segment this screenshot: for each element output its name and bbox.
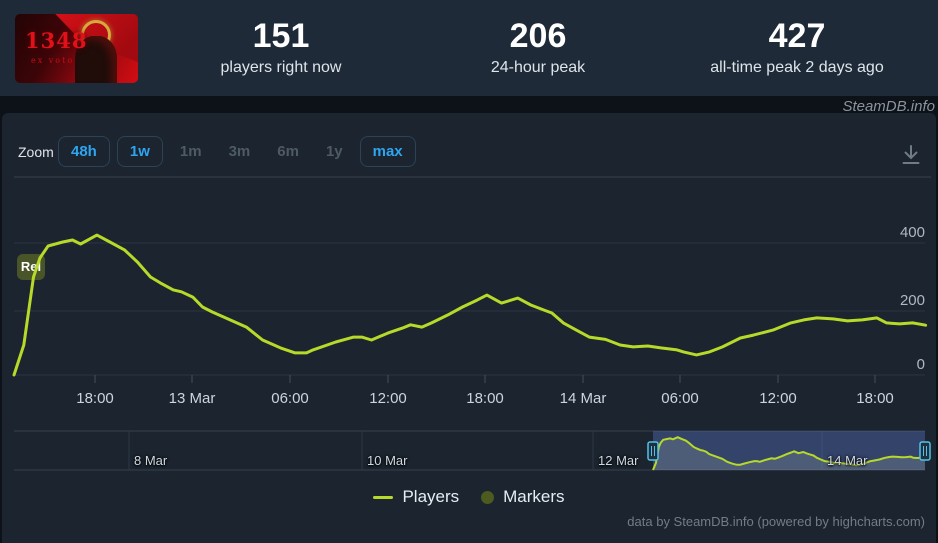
24h-peak-label: 24-hour peak <box>490 59 586 76</box>
24h-peak-value: 206 <box>509 17 567 55</box>
navigator-date-label: 14 Mar <box>827 453 868 468</box>
stat-current-players: 151 players right now <box>181 16 381 77</box>
navigator-date-label: 12 Mar <box>598 453 639 468</box>
steamdb-watermark: SteamDB.info <box>842 98 935 115</box>
zoom-button-6m: 6m <box>277 142 299 160</box>
navigator-right-handle[interactable] <box>919 441 931 461</box>
current-players-label: players right now <box>220 59 342 76</box>
zoom-button-1y: 1y <box>325 142 343 160</box>
y-axis-tick-label: 400 <box>899 224 925 241</box>
navigator-date-label: 8 Mar <box>134 453 168 468</box>
stat-24h-peak: 206 24-hour peak <box>438 16 638 77</box>
stat-alltime-peak: 427 all-time peak 2 days ago <box>667 16 927 77</box>
navigator-date-label: 10 Mar <box>367 453 408 468</box>
x-axis-tick-label: 12:00 <box>759 390 797 407</box>
x-axis-tick-label: 06:00 <box>661 390 699 407</box>
zoom-button-group: 48h 1w 1m 3m 6m 1y max <box>58 135 423 167</box>
alltime-peak-value: 427 <box>768 17 826 55</box>
zoom-label: Zoom <box>18 144 54 160</box>
zoom-button-48h[interactable]: 48h <box>58 135 110 167</box>
legend-markers-label: Markers <box>503 487 565 506</box>
zoom-button-1m: 1m <box>179 142 202 160</box>
legend-item-players[interactable]: Players <box>373 487 459 507</box>
players-series-line <box>12 233 928 377</box>
y-axis-tick-label: 200 <box>899 292 925 309</box>
capsule-art-figure <box>75 36 117 83</box>
download-chart-button[interactable] <box>898 142 924 168</box>
x-axis-tick-label: 18:00 <box>76 390 114 407</box>
game-title-art: 1348 <box>25 28 88 53</box>
players-line-swatch <box>373 495 394 499</box>
watermark-strip: SteamDB.info <box>0 96 938 118</box>
x-axis-tick-label: 18:00 <box>856 390 894 407</box>
game-subtitle-art: ex voto <box>31 56 75 65</box>
alltime-peak-label: all-time peak 2 days ago <box>710 59 884 76</box>
zoom-button-3m: 3m <box>228 142 251 160</box>
legend-item-markers[interactable]: Markers <box>481 487 565 507</box>
legend-players-label: Players <box>402 487 460 506</box>
x-axis-tick-label: 18:00 <box>466 390 504 407</box>
game-capsule-image[interactable]: 1348 ex voto <box>15 14 138 83</box>
markers-dot-swatch <box>481 490 495 504</box>
zoom-button-1w[interactable]: 1w <box>116 135 163 167</box>
credits-text: data by SteamDB.info (powered by highcha… <box>627 514 925 529</box>
x-axis-tick-label: 14 Mar <box>559 390 607 407</box>
current-players-value: 151 <box>252 17 310 55</box>
x-axis-tick-label: 06:00 <box>271 390 309 407</box>
chart-legend: Players Markers <box>0 487 938 507</box>
header: 1348 ex voto 151 players right now 206 2… <box>0 0 938 96</box>
zoom-button-max[interactable]: max <box>359 135 416 167</box>
x-axis-tick-label: 13 Mar <box>168 390 216 407</box>
x-axis-tick-label: 12:00 <box>369 390 407 407</box>
navigator-series-line <box>652 436 926 471</box>
y-axis-tick-label: 0 <box>916 356 925 373</box>
navigator-left-handle[interactable] <box>647 441 659 461</box>
navigator-selected-range[interactable] <box>653 431 925 470</box>
